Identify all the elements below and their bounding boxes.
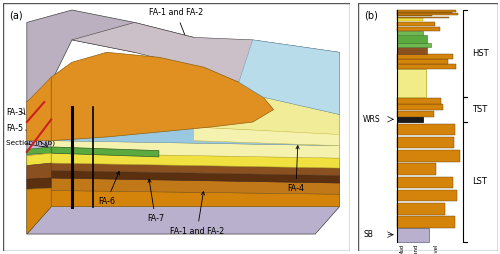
Bar xyxy=(396,22,436,26)
Bar xyxy=(396,12,452,13)
Text: FA-7: FA-7 xyxy=(147,179,164,223)
Bar xyxy=(396,10,456,12)
Bar xyxy=(396,104,443,110)
Text: TST: TST xyxy=(472,105,488,114)
Bar xyxy=(396,64,456,69)
Polygon shape xyxy=(27,153,51,166)
Text: FA-3: FA-3 xyxy=(6,107,23,117)
Bar xyxy=(396,111,434,117)
Text: Mud: Mud xyxy=(400,244,405,254)
Polygon shape xyxy=(27,188,51,234)
Bar xyxy=(396,163,436,175)
Text: FA-3: FA-3 xyxy=(256,58,276,99)
Text: LST: LST xyxy=(472,177,487,186)
Polygon shape xyxy=(51,163,340,176)
Polygon shape xyxy=(239,40,340,115)
Bar xyxy=(396,26,440,31)
Polygon shape xyxy=(51,52,274,141)
Polygon shape xyxy=(72,22,340,115)
Bar xyxy=(396,18,423,21)
Polygon shape xyxy=(51,82,340,207)
Polygon shape xyxy=(51,147,159,157)
Bar xyxy=(396,69,426,97)
Text: (a): (a) xyxy=(10,10,23,20)
Polygon shape xyxy=(194,127,340,146)
Polygon shape xyxy=(51,190,340,207)
Polygon shape xyxy=(27,163,51,179)
Polygon shape xyxy=(194,97,340,134)
Bar xyxy=(396,124,455,135)
Polygon shape xyxy=(51,107,340,146)
Bar xyxy=(396,13,458,15)
Text: SB: SB xyxy=(363,230,373,239)
Bar xyxy=(396,31,422,35)
Text: Section in (b): Section in (b) xyxy=(6,140,55,146)
Bar xyxy=(396,98,440,104)
Bar xyxy=(396,15,432,16)
Bar xyxy=(396,35,428,43)
Polygon shape xyxy=(51,153,340,168)
Text: FA-1 and FA-2: FA-1 and FA-2 xyxy=(149,8,204,54)
Bar xyxy=(396,59,448,64)
Text: FA-1 and FA-2: FA-1 and FA-2 xyxy=(170,192,224,235)
Polygon shape xyxy=(51,141,340,158)
Polygon shape xyxy=(27,10,194,102)
Text: FA-6: FA-6 xyxy=(98,171,120,206)
Text: FA-4: FA-4 xyxy=(288,146,304,193)
Polygon shape xyxy=(27,82,51,234)
Polygon shape xyxy=(51,178,340,194)
Bar xyxy=(396,216,455,228)
Text: FA-5: FA-5 xyxy=(6,124,23,133)
Text: WRS: WRS xyxy=(363,115,380,124)
Bar xyxy=(396,43,431,47)
Bar xyxy=(396,117,423,122)
Polygon shape xyxy=(27,77,51,141)
Bar xyxy=(396,150,460,162)
Text: Sand: Sand xyxy=(414,244,419,254)
Text: Gravel: Gravel xyxy=(434,244,438,254)
Bar xyxy=(396,228,429,242)
Bar xyxy=(396,54,454,59)
Polygon shape xyxy=(51,171,340,183)
Bar xyxy=(396,137,454,149)
Bar xyxy=(396,17,449,18)
Polygon shape xyxy=(27,207,340,234)
Bar xyxy=(396,203,446,215)
Bar xyxy=(396,47,428,54)
Text: HST: HST xyxy=(472,49,489,58)
Bar xyxy=(396,177,452,188)
Bar xyxy=(396,190,457,201)
Text: (b): (b) xyxy=(364,10,378,20)
Polygon shape xyxy=(27,178,51,189)
Polygon shape xyxy=(27,147,51,154)
